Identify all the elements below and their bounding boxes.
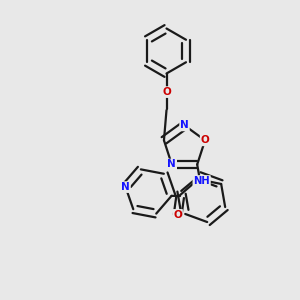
Text: N: N [121,182,130,192]
Text: N: N [180,120,189,130]
Text: N: N [167,160,176,170]
Text: O: O [173,210,182,220]
Text: O: O [162,87,171,97]
Text: O: O [201,135,209,145]
Text: NH: NH [193,176,210,186]
